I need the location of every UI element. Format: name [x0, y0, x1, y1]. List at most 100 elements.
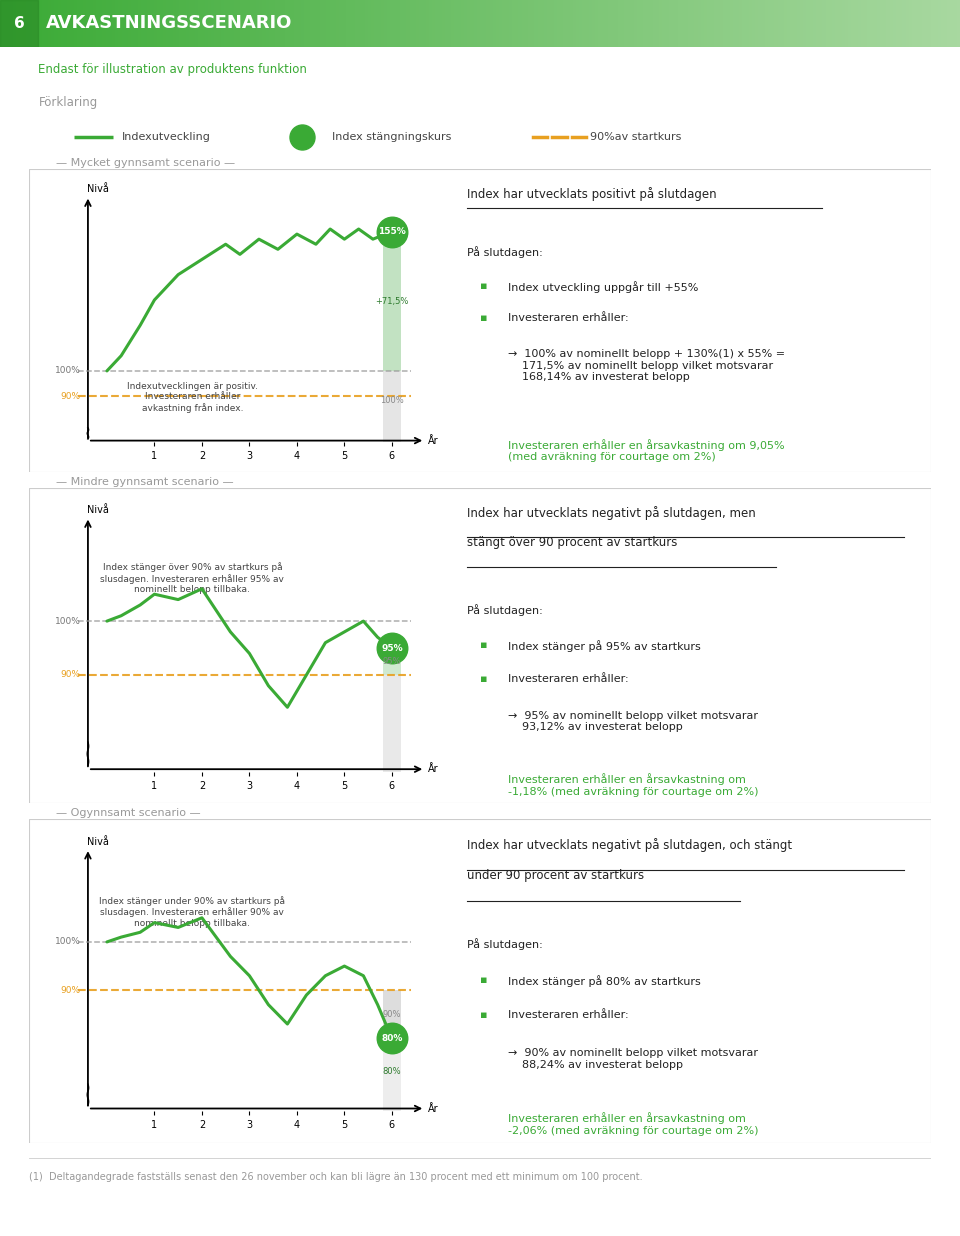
Bar	[137, 0, 141, 47]
Bar	[195, 0, 199, 47]
Bar	[838, 0, 842, 47]
Text: Endast för illustration av produktens funktion: Endast för illustration av produktens fu…	[38, 63, 307, 75]
Bar	[605, 0, 608, 47]
Bar	[621, 0, 624, 47]
Text: ▪: ▪	[480, 281, 488, 290]
Bar	[512, 0, 516, 47]
Bar	[516, 0, 518, 47]
Bar	[723, 0, 727, 47]
Bar	[32, 0, 36, 47]
Bar	[704, 0, 708, 47]
Text: 100%: 100%	[380, 396, 404, 404]
Bar	[368, 0, 372, 47]
Bar	[634, 0, 636, 47]
Bar	[842, 0, 845, 47]
Text: Index utveckling uppgår till +55%: Index utveckling uppgår till +55%	[508, 281, 698, 293]
Bar	[602, 0, 605, 47]
Bar	[383, 675, 401, 771]
Bar	[586, 0, 588, 47]
Bar	[214, 0, 218, 47]
Bar	[470, 0, 473, 47]
Bar	[38, 0, 41, 47]
Bar	[218, 0, 221, 47]
Text: Index har utvecklats positivt på slutdagen: Index har utvecklats positivt på slutdag…	[467, 187, 716, 200]
Bar	[170, 0, 173, 47]
Bar	[912, 0, 915, 47]
Bar	[790, 0, 794, 47]
Bar	[890, 0, 893, 47]
Bar	[819, 0, 823, 47]
Bar	[383, 990, 401, 1038]
Bar	[531, 0, 535, 47]
Bar	[957, 0, 960, 47]
Bar	[383, 648, 401, 675]
Bar	[835, 0, 838, 47]
Text: →  100% av nominellt belopp + 130%(1) x 55% =
    171,5% av nominellt belopp vil: → 100% av nominellt belopp + 130%(1) x 5…	[508, 349, 784, 382]
Bar	[871, 0, 874, 47]
Bar	[211, 0, 214, 47]
Bar	[627, 0, 631, 47]
Bar	[189, 0, 192, 47]
Bar	[464, 0, 468, 47]
Bar	[406, 0, 410, 47]
Bar	[499, 0, 502, 47]
Bar	[147, 0, 151, 47]
Text: ▪: ▪	[480, 640, 488, 650]
Bar	[758, 0, 761, 47]
Bar	[950, 0, 953, 47]
Bar	[144, 0, 147, 47]
Bar	[761, 0, 765, 47]
Bar	[329, 0, 333, 47]
Bar	[506, 0, 509, 47]
Bar	[394, 0, 396, 47]
Bar	[451, 0, 454, 47]
Bar	[944, 0, 948, 47]
Bar	[343, 0, 346, 47]
Bar	[592, 0, 595, 47]
Bar	[180, 0, 182, 47]
Bar	[780, 0, 784, 47]
Text: På slutdagen:: På slutdagen:	[467, 246, 542, 258]
Bar	[281, 0, 285, 47]
Bar	[103, 0, 106, 47]
Text: Investeraren erhåller:: Investeraren erhåller:	[508, 314, 628, 324]
Bar	[74, 0, 77, 47]
Bar	[560, 0, 564, 47]
Bar	[631, 0, 634, 47]
Text: Index stänger under 90% av startkurs på
slusdagen. Investeraren erhåller 90% av
: Index stänger under 90% av startkurs på …	[100, 896, 285, 928]
Text: Index stänger på 95% av startkurs: Index stänger på 95% av startkurs	[508, 640, 700, 651]
Bar	[787, 0, 790, 47]
Bar	[355, 0, 358, 47]
Text: Nivå: Nivå	[87, 837, 108, 847]
Bar	[269, 0, 272, 47]
Text: 6: 6	[13, 16, 25, 31]
Text: ▪: ▪	[480, 975, 488, 985]
Bar	[924, 0, 928, 47]
Bar	[285, 0, 288, 47]
Bar	[742, 0, 746, 47]
Bar	[784, 0, 787, 47]
Bar	[221, 0, 224, 47]
Bar	[12, 0, 16, 47]
Bar	[128, 0, 132, 47]
Bar	[934, 0, 938, 47]
Bar	[710, 0, 713, 47]
Bar	[134, 0, 137, 47]
Bar	[826, 0, 828, 47]
Bar	[636, 0, 640, 47]
Bar	[16, 0, 19, 47]
Text: →  90% av nominellt belopp vilket motsvarar
    88,24% av investerat belopp: → 90% av nominellt belopp vilket motsvar…	[508, 1048, 757, 1070]
Text: Förklaring: Förklaring	[38, 96, 98, 109]
Bar	[490, 0, 492, 47]
Bar	[192, 0, 195, 47]
Bar	[922, 0, 924, 47]
Bar	[425, 0, 429, 47]
Bar	[132, 0, 134, 47]
Bar	[7, 0, 10, 47]
Bar	[688, 0, 691, 47]
Bar	[919, 0, 922, 47]
Bar	[564, 0, 566, 47]
Bar	[468, 0, 470, 47]
Bar	[900, 0, 902, 47]
Text: 80%: 80%	[383, 1067, 401, 1075]
